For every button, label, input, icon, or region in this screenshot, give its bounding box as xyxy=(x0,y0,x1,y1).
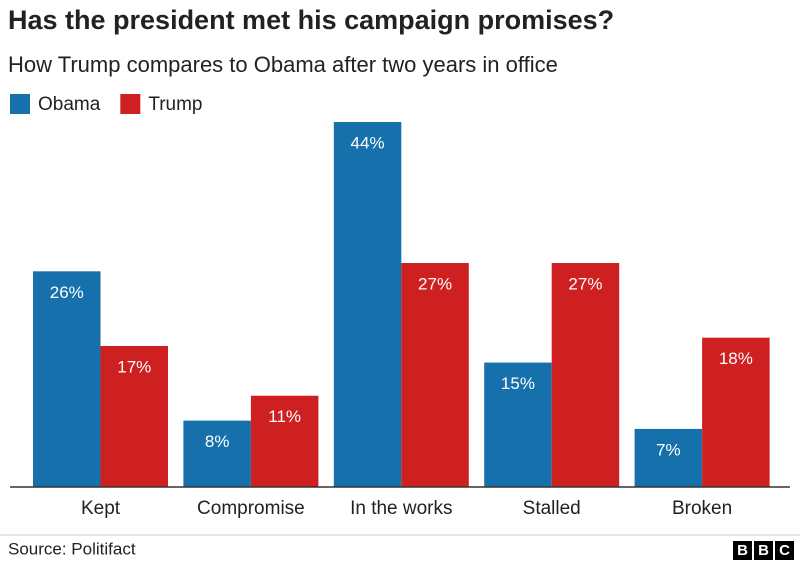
logo-block xyxy=(754,541,773,560)
data-label: 8% xyxy=(205,432,230,451)
legend-label: Trump xyxy=(148,94,202,115)
bar xyxy=(702,337,770,487)
bar xyxy=(484,362,552,487)
source: Source: Politifact xyxy=(8,539,136,558)
data-label: 44% xyxy=(351,133,385,152)
bar xyxy=(333,122,402,487)
logo-block xyxy=(775,541,794,560)
data-label: 18% xyxy=(719,349,753,368)
logo-block xyxy=(733,541,752,560)
chart-title: Has the president met his campaign promi… xyxy=(8,5,614,35)
x-tick-label: In the works xyxy=(350,498,452,519)
data-label: 11% xyxy=(268,407,301,426)
data-label: 15% xyxy=(501,374,535,393)
data-label: 27% xyxy=(418,275,452,294)
x-tick-label: Broken xyxy=(672,498,732,519)
bar xyxy=(401,263,469,487)
logo-letter: C xyxy=(779,542,790,559)
bar xyxy=(100,345,168,487)
legend-swatch xyxy=(10,94,30,114)
data-label: 27% xyxy=(568,275,602,294)
bar xyxy=(551,263,620,487)
logo-letter: B xyxy=(737,542,748,559)
bar xyxy=(250,395,319,487)
data-label: 7% xyxy=(656,440,681,459)
data-label: 17% xyxy=(117,357,151,376)
data-label: 26% xyxy=(50,283,84,302)
bar xyxy=(33,271,101,487)
x-tick-label: Compromise xyxy=(197,498,305,519)
bar xyxy=(183,420,251,487)
bar xyxy=(634,428,703,487)
legend-swatch xyxy=(120,94,141,114)
chart-subtitle: How Trump compares to Obama after two ye… xyxy=(8,52,558,77)
logo-letter: B xyxy=(758,542,769,559)
x-tick-label: Kept xyxy=(81,498,121,519)
x-tick-label: Stalled xyxy=(523,498,581,519)
legend-label: Obama xyxy=(38,94,101,115)
